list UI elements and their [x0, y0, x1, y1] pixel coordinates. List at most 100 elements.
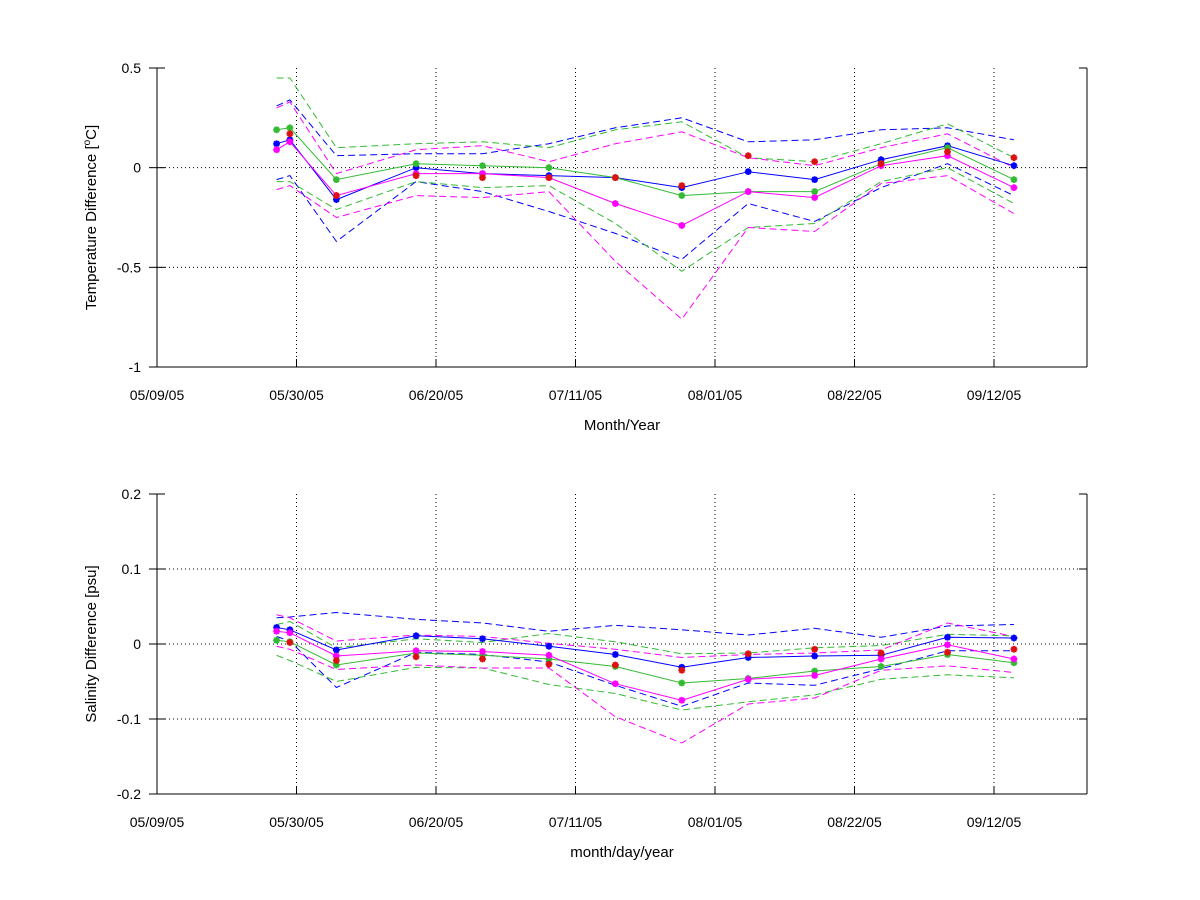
x-tick-label: 07/11/05: [549, 814, 603, 830]
series-green-dashed-line: [276, 654, 1014, 711]
series-blue-dashed-line: [276, 99, 1014, 157]
y-axis-title: Salinity Difference [psu]: [83, 565, 100, 722]
series-red-point-dot: [480, 657, 485, 661]
series-green-point-dot: [274, 127, 279, 132]
series-green-point-dot: [480, 163, 485, 168]
series-red-point-dot: [945, 149, 950, 154]
series-red-point-dot: [879, 651, 883, 655]
series-red-point-dot: [414, 654, 418, 659]
series-magenta-point-dot: [879, 657, 883, 661]
y-tick-label: 0.1: [122, 561, 142, 577]
series-red-point-dot: [746, 153, 751, 158]
series-blue-point-dot: [274, 141, 279, 146]
series-blue-point-dot: [1012, 636, 1016, 640]
series-red-point-dot: [679, 668, 684, 673]
series-red-point-dot: [288, 640, 292, 645]
series-red-point-dot: [746, 651, 751, 656]
series-blue-dashed-line: [276, 611, 1014, 638]
series-green-point-dot: [812, 189, 817, 194]
series-blue-point-dot: [613, 652, 618, 657]
series-red-point-dot: [812, 647, 817, 652]
series-magenta-point-dot: [613, 681, 618, 686]
series-green-point-dot: [288, 126, 292, 130]
series-red-point-dot: [480, 175, 485, 180]
series-green-point-dot: [334, 663, 339, 667]
series-blue-point-dot: [746, 169, 751, 174]
y-axis-title-sup: o: [82, 139, 93, 145]
series-green-solid-line: [276, 127, 1015, 197]
series-red-point-dot: [334, 193, 339, 198]
series-red-point-dot: [613, 175, 618, 180]
series-magenta-point-dot: [288, 139, 292, 144]
temperature-panel: 05/09/05 05/30/05 06/20/05 07/11/05 08/01/05…: [82, 60, 1088, 434]
y-axis-title-unit: C]: [83, 125, 100, 140]
series-red-point-dot: [1012, 155, 1016, 160]
series-magenta-dashed-line: [276, 175, 1015, 320]
x-tick-label: 05/09/05: [130, 814, 185, 830]
series-red-point-dot: [414, 173, 418, 178]
series-magenta-point-dot: [679, 223, 684, 228]
x-tick-label: 08/01/05: [688, 814, 743, 830]
series-green-point-dot: [879, 664, 883, 669]
x-axis-title: Month/Year: [584, 417, 660, 434]
series-blue-point-dot: [334, 648, 339, 652]
series-blue-point-dot: [547, 644, 551, 649]
series-blue-point-dot: [480, 636, 485, 641]
series-green-dashed-line: [276, 77, 1015, 163]
x-tick-label: 08/22/05: [827, 387, 882, 403]
y-tick-label: 0: [133, 636, 141, 652]
x-tick-label: 06/20/05: [409, 387, 464, 403]
y-tick-label: 0.5: [122, 60, 142, 76]
series-red-point-dot: [1012, 647, 1016, 652]
x-tick-label: 05/30/05: [269, 814, 324, 830]
y-tick-label: -0.5: [117, 259, 141, 275]
series-blue-point-dot: [812, 177, 817, 182]
series-green-point-dot: [547, 165, 551, 170]
x-tick-label: 05/30/05: [269, 387, 324, 403]
series-green-point-dot: [1012, 177, 1016, 182]
series-green-point-dot: [274, 638, 279, 643]
series-red-point-dot: [945, 650, 950, 655]
x-tick-label: 08/01/05: [688, 387, 743, 403]
series-magenta-point-dot: [1012, 657, 1016, 661]
series-red-point-dot: [547, 175, 551, 180]
x-tick-label: 07/11/05: [549, 387, 603, 403]
series-magenta-point-dot: [945, 642, 950, 647]
x-tick-label: 05/09/05: [130, 387, 185, 403]
series-green-point-dot: [679, 193, 684, 198]
series-magenta-point-dot: [274, 147, 279, 152]
series-magenta-point-dot: [812, 195, 817, 200]
series-blue-point-dot: [1012, 163, 1016, 168]
series-green-point-dot: [414, 161, 418, 166]
series-magenta-point-dot: [746, 677, 751, 682]
series-blue-point-dot: [812, 654, 817, 658]
series-magenta-solid-line: [276, 630, 1015, 701]
series-blue-dashed-line: [276, 636, 1014, 707]
series-magenta-point-dot: [547, 653, 551, 658]
series-red-point-dot: [613, 663, 618, 667]
y-tick-label: 0.2: [122, 486, 142, 502]
series-blue-dashed-line: [276, 163, 1015, 260]
series-magenta-point-dot: [679, 698, 684, 703]
y-axis-title: Temperature Difference [oC]: [82, 125, 100, 310]
x-axis-title: month/day/year: [570, 844, 673, 861]
series-red-point-dot: [334, 658, 339, 663]
series-blue-point-dot: [945, 635, 950, 640]
series-red-point-dot: [547, 662, 551, 667]
y-tick-label: -0.2: [117, 786, 141, 802]
series-red-point-dot: [679, 183, 684, 188]
series-green-point-dot: [812, 669, 817, 673]
series-magenta-point-dot: [480, 649, 485, 654]
series-red-point-dot: [288, 131, 292, 136]
series-magenta-point-dot: [613, 201, 618, 206]
x-tick-label: 08/22/05: [827, 814, 882, 830]
series-green-dashed-line: [276, 167, 1015, 272]
x-tick-label: 09/12/05: [967, 814, 1022, 830]
series-green-point-dot: [334, 177, 339, 182]
series-magenta-point-dot: [746, 189, 751, 194]
y-tick-label: 0: [133, 160, 141, 176]
series-magenta-point-dot: [274, 629, 279, 634]
series-magenta-point-dot: [334, 654, 339, 658]
y-axis-title-main: Temperature Difference [: [83, 145, 100, 311]
